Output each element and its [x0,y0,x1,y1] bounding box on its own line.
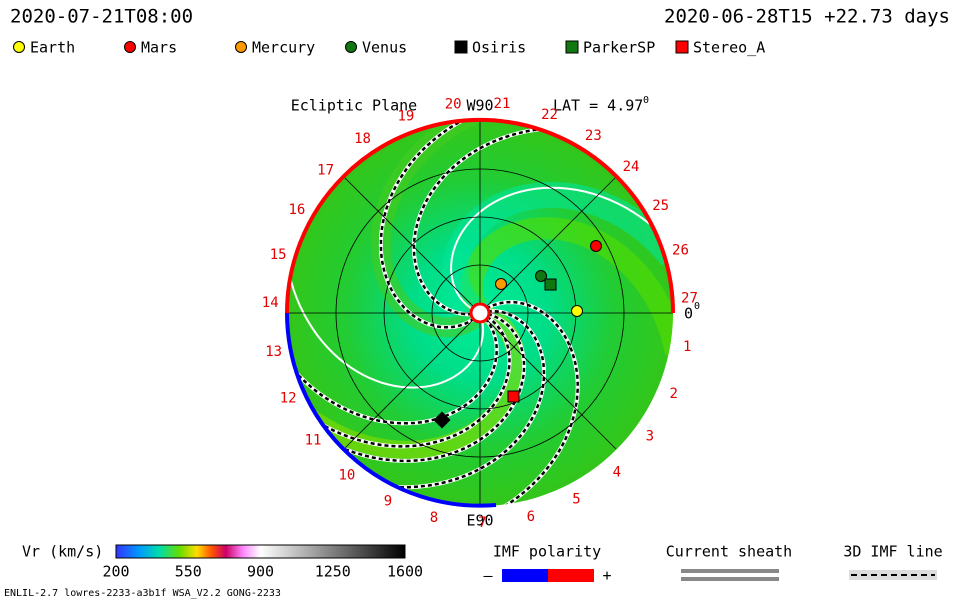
day-label: 14 [262,295,279,311]
day-label: 7 [478,515,486,531]
rim-positive [285,118,675,314]
imf-line [325,312,526,463]
mars-marker [590,240,602,252]
day-label: 25 [652,198,669,214]
right-degree: 0 [694,301,700,312]
legend-marker [235,41,247,53]
legend-label: Mercury [252,39,315,57]
time: 2020-07-21T08:00 [10,6,193,28]
bottom-label: E90 [466,512,493,530]
right-label: 0 [684,305,693,323]
polarity-positive [548,569,594,582]
legend-marker [345,41,357,53]
colorbar-tick: 1250 [315,563,351,581]
colorbar-tick: 900 [247,563,274,581]
venus-marker [535,270,547,282]
day-label: 3 [646,428,654,444]
legend-label: Earth [30,39,75,57]
legend-marker [565,40,579,54]
day-label: 23 [585,128,602,144]
polarity-negative [502,569,548,582]
legend-marker [124,41,136,53]
day-label: 2 [670,386,678,402]
solar-wind-band [460,217,673,356]
day-label: 1 [683,339,691,355]
solar-wind-band [303,307,526,459]
colorbar-tick: 550 [175,563,202,581]
day-label: 22 [541,107,558,123]
current-sheath [287,261,485,389]
earth-marker [571,305,583,317]
current-sheath [450,186,667,311]
legend-label: Venus [362,39,407,57]
colorbar-tick: 1600 [387,563,423,581]
imf-line [287,317,498,425]
colorbar [115,544,406,559]
day-label: 17 [317,163,334,179]
legend-marker [675,40,689,54]
legend-marker [454,40,468,54]
day-label: 9 [384,494,392,510]
imf-line-title: 3D IMF line [843,543,942,561]
osiris-marker [433,411,451,429]
imf-line [485,300,579,506]
sheath-line [681,577,779,581]
day-label: 13 [265,344,282,360]
reference: 2020-06-28T15 +22.73 days [664,6,950,28]
colorbar-tick: 200 [102,563,129,581]
day-label: 12 [280,390,297,406]
parkersp-marker [544,278,557,291]
day-label: 27 [681,290,698,306]
day-label: 19 [397,109,414,125]
imf-line [378,309,546,489]
top-label: W90 [466,97,493,115]
polarity-title: IMF polarity [493,543,601,561]
polarity-plus: + [602,567,611,585]
imf-line [307,315,511,448]
solar-wind-band [442,182,673,319]
plot-title: Ecliptic Plane [291,97,417,115]
legend-marker [13,41,25,53]
sheath-title: Current sheath [666,543,792,561]
lat-label: LAT = 4.97 [553,97,643,115]
sun [469,302,491,324]
sheath-line [681,569,779,573]
day-label: 4 [613,464,621,480]
day-label: 15 [270,247,287,263]
day-label: 10 [338,467,355,483]
day-label: 8 [430,510,438,526]
legend-label: Osiris [472,39,526,57]
day-label: 5 [572,492,580,508]
day-label: 11 [305,432,322,448]
rim-negative [285,312,497,508]
day-label: 26 [672,242,689,258]
day-label: 6 [527,509,535,525]
imf-line [379,120,479,329]
stereo-a-marker [507,390,520,403]
day-label: 16 [288,202,305,218]
legend-label: Mars [141,39,177,57]
imf-line [412,126,556,316]
day-label: 21 [494,96,511,112]
footer: ENLIL-2.7 lowres-2233-a3b1f WSA_V2.2 GON… [4,588,281,599]
mercury-marker [495,278,507,290]
legend-label: ParkerSP [583,39,655,57]
day-label: 18 [354,131,371,147]
day-label: 24 [623,159,640,175]
polarity-minus: – [483,567,493,585]
colorbar-label: Vr (km/s) [22,543,103,561]
day-label: 20 [445,97,462,113]
lat-degree: 0 [643,95,649,106]
legend-label: Stereo_A [693,39,765,57]
